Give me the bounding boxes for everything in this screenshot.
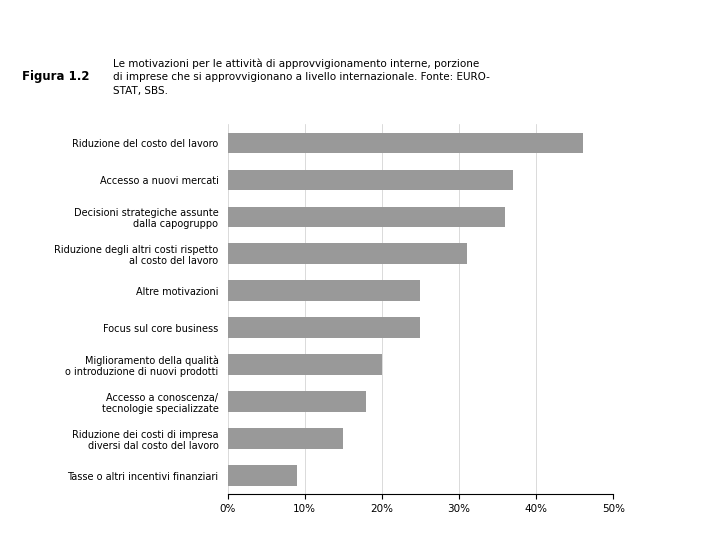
Text: Mc: Mc [629,507,642,515]
Text: Copyright © 2016: Copyright © 2016 [520,508,614,517]
Bar [228,170,513,190]
Bar [228,318,420,338]
Bar [228,206,505,227]
Text: Graw: Graw [626,517,646,523]
Text: Matteo Caroli: Matteo Caroli [7,524,77,534]
Text: Gestione delle imprese internazionali 3/ed: Gestione delle imprese internazionali 3/… [7,506,305,519]
Bar [228,392,366,412]
Text: Le motivazioni per le attività di approvvigionamento interne, porzione
di impres: Le motivazioni per le attività di approv… [113,58,490,96]
Bar [228,244,467,264]
Text: Figura 1.2: Figura 1.2 [22,70,90,84]
Bar [228,280,420,301]
Bar [228,354,382,375]
Text: Tutti i diritti di riproduzione sono vietati: Tutti i diritti di riproduzione sono vie… [422,524,614,534]
Bar [228,132,582,153]
Bar [228,428,343,449]
Text: Capitolo 1  -   L’internazionalizzazione delle imprese: scenari e tendenze: Capitolo 1 - L’internazionalizzazione de… [7,11,572,24]
Text: Hill: Hill [629,524,643,533]
Bar [228,465,297,486]
